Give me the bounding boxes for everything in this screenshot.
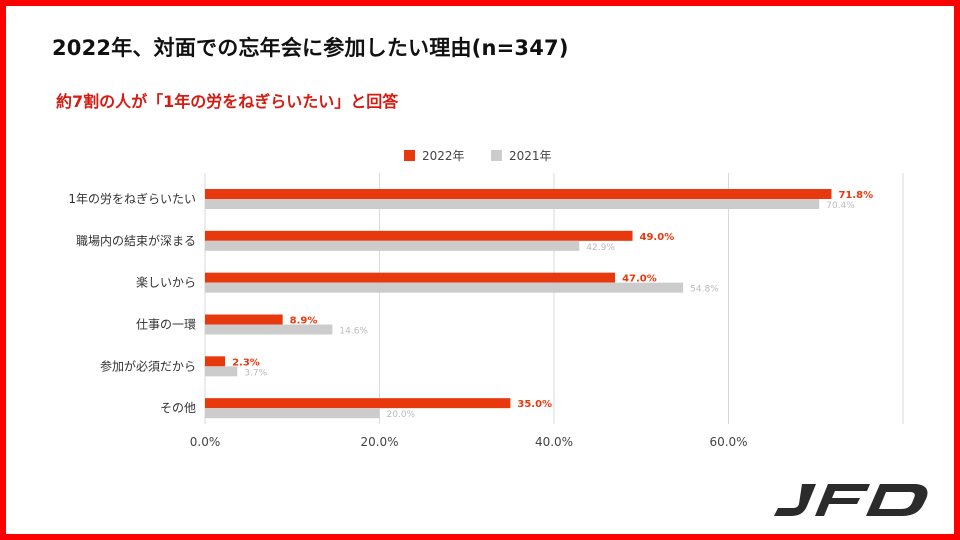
data-label: 2.3%: [232, 357, 260, 368]
bar: [205, 230, 633, 241]
category-label: 1年の労をねぎらいたい: [68, 192, 196, 206]
data-label: 8.9%: [290, 316, 318, 327]
bar: [205, 324, 333, 335]
page-title: 2022年、対面での忘年会に参加したい理由(n=347): [52, 36, 569, 60]
x-tick-label: 20.0%: [360, 435, 398, 449]
data-label: 20.0%: [387, 410, 416, 420]
jfd-logo: [774, 484, 928, 516]
bar: [205, 314, 283, 325]
x-tick-label: 40.0%: [535, 435, 573, 449]
legend-swatch: [491, 150, 502, 161]
x-tick-label: 0.0%: [190, 435, 221, 449]
category-label: 仕事の一環: [136, 318, 196, 332]
bar: [205, 398, 511, 409]
category-label: 楽しいから: [136, 276, 196, 290]
bar: [205, 189, 832, 199]
bar: [205, 282, 684, 293]
legend-label: 2021年: [509, 149, 552, 163]
bar: [205, 199, 820, 209]
data-label: 49.0%: [640, 232, 675, 243]
bar: [205, 356, 226, 367]
page-subtitle: 約7割の人が「1年の労をねぎらいたい」と回答: [56, 92, 399, 111]
bar: [205, 408, 380, 419]
data-label: 47.0%: [622, 274, 657, 285]
x-tick-label: 60.0%: [709, 435, 747, 449]
bar: [205, 366, 238, 377]
category-label: 職場内の結束が深まる: [76, 233, 196, 248]
category-label: その他: [160, 401, 196, 415]
legend-swatch: [404, 150, 415, 161]
legend-label: 2022年: [422, 149, 465, 163]
data-label: 70.4%: [826, 201, 855, 211]
data-label: 14.6%: [339, 327, 368, 337]
data-label: 54.8%: [690, 285, 719, 295]
bar: [205, 272, 616, 283]
data-label: 35.0%: [517, 399, 552, 410]
category-label: 参加が必須だから: [100, 358, 196, 373]
data-label: 71.8%: [838, 190, 873, 201]
data-label: 3.7%: [244, 368, 267, 378]
data-label: 42.9%: [586, 243, 615, 253]
bar: [205, 240, 580, 251]
